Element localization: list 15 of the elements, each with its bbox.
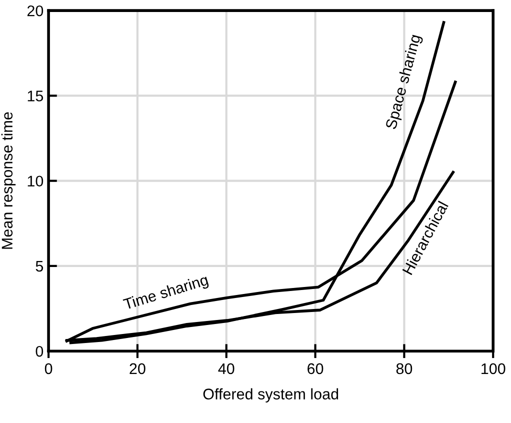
x-tick-label: 80 [396,363,412,374]
y-tick-label: 15 [28,90,44,102]
y-tick-label: 0 [36,346,44,357]
y-tick-label: 5 [36,260,44,272]
x-axis-title: Offered system load [203,388,338,402]
x-tick-label: 100 [482,363,506,374]
text: Time sharing [122,274,210,313]
x-tick-label: 40 [218,363,234,374]
y-tick-label: 10 [28,176,44,187]
x-tick-label: 20 [130,363,146,374]
y-axis-title: Mean response time [1,112,16,249]
x-tick-label: 60 [308,363,324,374]
x-tick-label: 0 [44,363,52,374]
text: Space sharing [384,34,424,130]
y-tick-label: 20 [27,5,44,16]
